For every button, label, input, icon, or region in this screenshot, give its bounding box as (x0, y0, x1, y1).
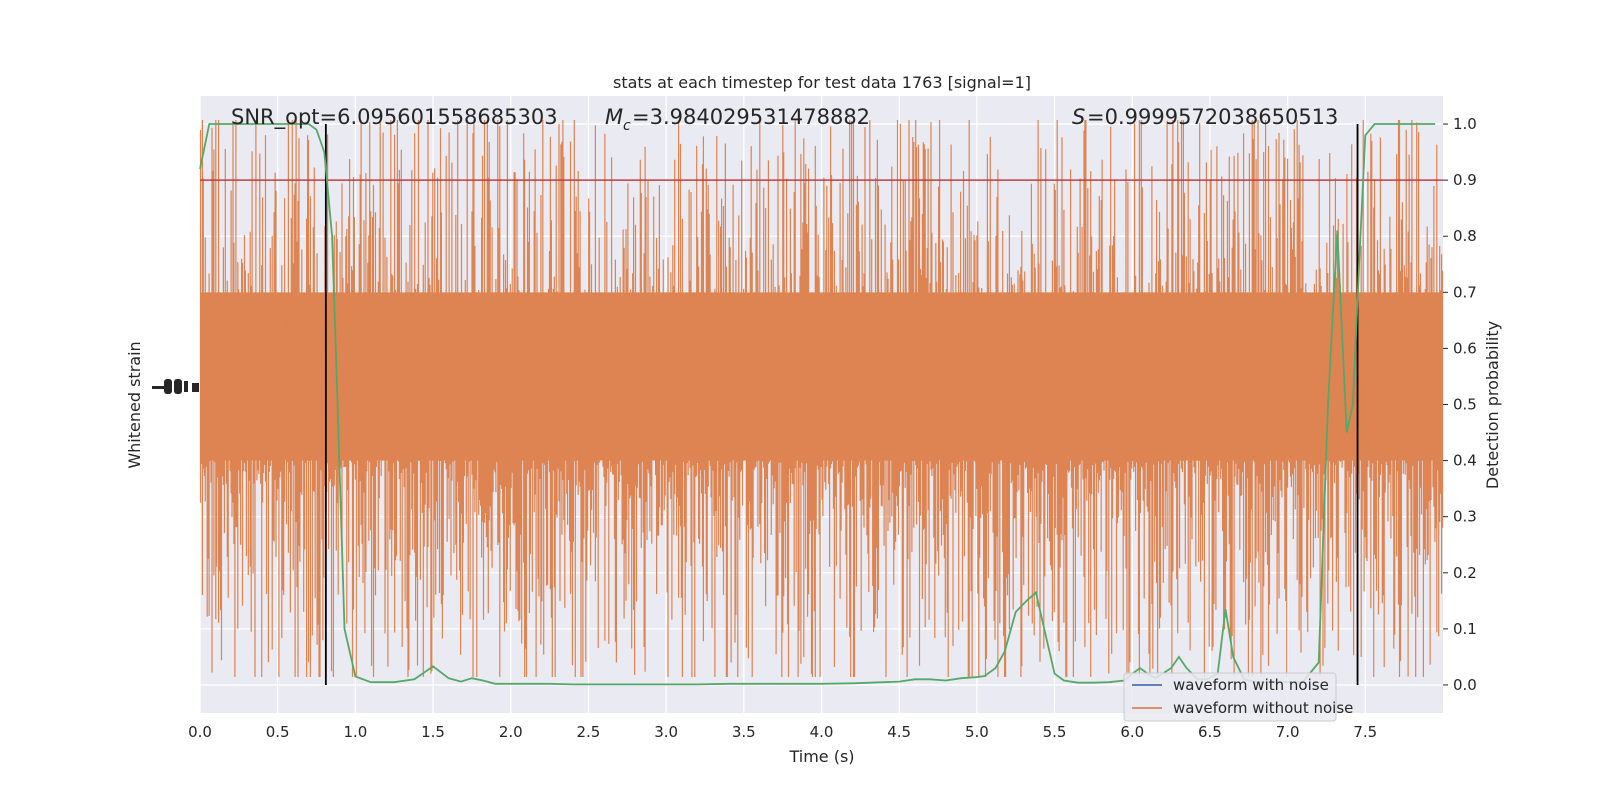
x-tick-label: 1.5 (421, 723, 445, 741)
legend-box (1123, 672, 1337, 722)
y-tick-label: 1.0 (1453, 115, 1477, 133)
x-tick-label: 3.0 (654, 723, 678, 741)
x-tick-label: 5.5 (1043, 723, 1067, 741)
s-value: =0.9999572038650513 (1087, 105, 1338, 129)
chirp-mass-value: =3.984029531478882 (632, 105, 870, 129)
x-axis-label: Time (s) (788, 747, 854, 766)
y-tick-labels-right: 0.0 0.1 0.2 0.3 0.4 0.5 0.6 0.7 0.8 0.9 1.0 (1443, 115, 1477, 694)
x-tick-label: 5.0 (965, 723, 989, 741)
s-annotation: S =0.9999572038650513 (1072, 105, 1338, 129)
x-tick-labels: 0.0 0.5 1.0 1.5 2.0 2.5 3.0 3.5 4.0 4.5 5.0 5.5 6.0 6… (188, 723, 1377, 741)
waveform-trace (199, 120, 1444, 677)
y-tick-label: 0.2 (1453, 564, 1477, 582)
chirp-mass-subscript: c (623, 118, 631, 134)
x-tick-label: 7.0 (1276, 723, 1300, 741)
legend-label-waveform-with-noise: waveform with noise (1173, 676, 1329, 694)
y-axis-label-right: Detection probability (1483, 321, 1502, 489)
x-tick-label: 4.5 (887, 723, 911, 741)
x-tick-label: 0.0 (188, 723, 212, 741)
chart-title: stats at each timestep for test data 176… (613, 73, 1031, 92)
y-tick-label: 0.0 (1453, 676, 1477, 694)
y-tick-label: 0.9 (1453, 171, 1477, 189)
x-tick-label: 4.0 (810, 723, 834, 741)
x-tick-label: 0.5 (266, 723, 290, 741)
left-tick-clutter (152, 379, 199, 394)
legend-label-waveform-without-noise: waveform without noise (1173, 699, 1353, 717)
waveform-without-noise-series (199, 120, 1444, 677)
y-tick-label: 0.7 (1453, 283, 1477, 301)
y-tick-label: 0.8 (1453, 227, 1477, 245)
vertical-markers (324, 124, 1359, 685)
y-tick-label: 0.1 (1453, 620, 1477, 638)
legend: waveform with noise waveform without noi… (1123, 672, 1353, 722)
y-tick-label: 0.4 (1453, 452, 1477, 470)
s-symbol: S (1072, 105, 1085, 129)
x-tick-label: 1.0 (343, 723, 367, 741)
x-tick-label: 3.5 (732, 723, 756, 741)
x-tick-label: 2.0 (499, 723, 523, 741)
y-tick-label: 0.3 (1453, 508, 1477, 526)
y-tick-label: 0.6 (1453, 339, 1477, 357)
x-tick-label: 6.5 (1198, 723, 1222, 741)
chirp-mass-symbol: M (605, 105, 623, 129)
y-axis-label-left: Whitened strain (125, 341, 144, 468)
x-tick-label: 2.5 (577, 723, 601, 741)
x-tick-label: 7.5 (1353, 723, 1377, 741)
y-tick-label: 0.5 (1453, 396, 1477, 414)
snr-annotation: SNR_opt=6.095601558685303 (231, 105, 558, 130)
chirp-mass-annotation: M c =3.984029531478882 (605, 105, 870, 134)
x-tick-label: 6.0 (1120, 723, 1144, 741)
